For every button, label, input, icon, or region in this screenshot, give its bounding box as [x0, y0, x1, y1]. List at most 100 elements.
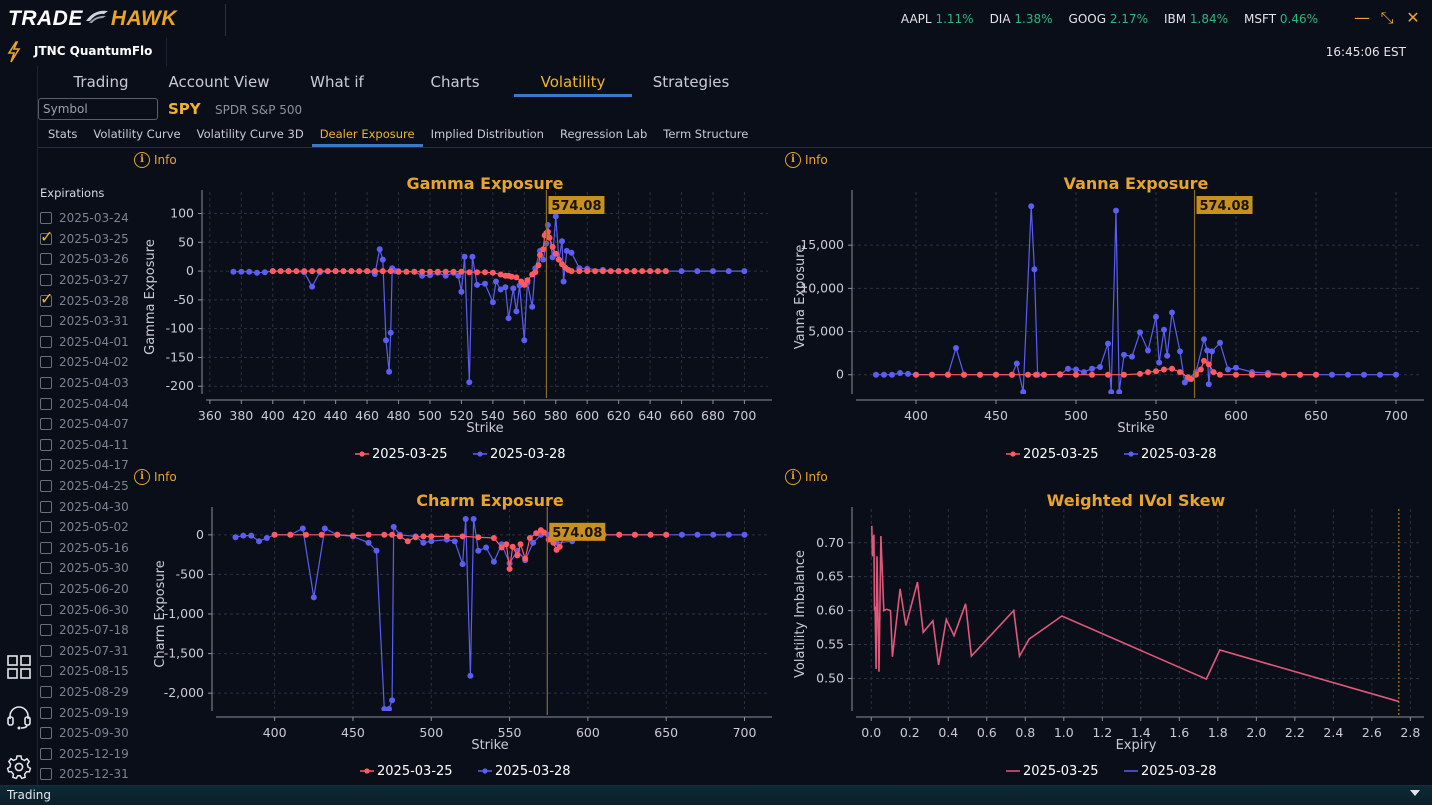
close-icon[interactable]: ✕ [1406, 8, 1420, 27]
legend-item[interactable]: 2025-03-25 [1006, 447, 1099, 462]
charm-info-button[interactable]: i Info [134, 469, 177, 485]
expiration-checkbox[interactable] [40, 541, 52, 554]
tab-charts[interactable]: Charts [430, 73, 480, 91]
expiration-checkbox[interactable] [40, 747, 52, 760]
tab-trading[interactable]: Trading [73, 73, 129, 91]
expiration-checkbox[interactable] [40, 706, 52, 719]
expiration-item[interactable]: 2025-03-25 [40, 227, 129, 250]
subtab-regression-lab[interactable]: Regression Lab [559, 127, 648, 141]
subtab-volatility-curve-3d[interactable]: Volatility Curve 3D [196, 127, 304, 141]
expiration-item[interactable]: 2025-04-01 [40, 332, 129, 353]
gear-icon[interactable] [6, 754, 32, 780]
expiration-checkbox[interactable] [40, 274, 52, 287]
expiration-item[interactable]: 2025-07-18 [40, 620, 129, 641]
legend-item[interactable]: 2025-03-28 [1124, 764, 1217, 779]
expiration-item[interactable]: 2025-04-25 [40, 476, 129, 497]
legend-marker [359, 451, 365, 457]
expiration-checkbox[interactable] [40, 500, 52, 513]
legend-item[interactable]: 2025-03-28 [1124, 447, 1217, 462]
expiration-checkbox[interactable] [40, 377, 52, 390]
expiration-checkbox[interactable] [40, 315, 52, 328]
expiration-item[interactable]: 2025-04-11 [40, 435, 129, 456]
data-point [1225, 366, 1231, 373]
expiration-checkbox[interactable] [40, 562, 52, 575]
legend-item[interactable]: 2025-03-25 [1006, 764, 1099, 779]
subtab-volatility-curve[interactable]: Volatility Curve [93, 127, 181, 141]
tab-what-if[interactable]: What if [310, 73, 364, 91]
minimize-icon[interactable]: — [1354, 8, 1370, 27]
y-tick-label: -500 [176, 566, 204, 581]
subtab-term-structure[interactable]: Term Structure [663, 127, 749, 141]
symbol-input[interactable] [38, 98, 158, 120]
expiration-item[interactable]: 2025-03-28 [40, 289, 129, 311]
expiration-item[interactable]: 2025-05-30 [40, 558, 129, 579]
expiration-item[interactable]: 2025-03-31 [40, 311, 129, 332]
expiration-item[interactable]: 2025-12-19 [40, 743, 129, 764]
expiration-checkbox[interactable] [40, 335, 52, 348]
expiration-item[interactable]: 2025-03-26 [40, 249, 129, 270]
expiration-item[interactable]: 2025-03-24 [40, 208, 129, 229]
expiration-item[interactable]: 2025-07-31 [40, 640, 129, 661]
expiration-item[interactable]: 2025-08-29 [40, 682, 129, 703]
ticker-item[interactable]: IBM 1.84% [1164, 12, 1228, 26]
tab-volatility[interactable]: Volatility [514, 70, 632, 97]
skew-info-button[interactable]: i Info [785, 469, 828, 485]
expiration-item[interactable]: 2025-03-27 [40, 270, 129, 291]
restore-icon[interactable]: ⤡ [1380, 8, 1394, 27]
ticker-item[interactable]: DIA 1.38% [990, 12, 1053, 26]
y-tick-label: 50 [178, 234, 194, 249]
vanna-info-button[interactable]: i Info [785, 152, 828, 168]
subtab-dealer-exposure[interactable]: Dealer Exposure [311, 124, 423, 147]
data-point [428, 533, 435, 540]
legend-item[interactable]: 2025-03-28 [473, 447, 566, 462]
expiration-item[interactable]: 2025-08-15 [40, 661, 129, 682]
expiration-checkbox[interactable] [40, 253, 52, 266]
expiration-checkbox[interactable] [40, 397, 52, 410]
expiration-item[interactable]: 2025-05-16 [40, 538, 129, 559]
status-dropdown-arrow-icon[interactable] [1410, 790, 1420, 796]
gamma-info-button[interactable]: i Info [134, 152, 177, 168]
legend-item[interactable]: 2025-03-28 [478, 764, 571, 779]
data-point [506, 565, 513, 572]
expiration-checkbox[interactable] [40, 289, 53, 308]
expiration-item[interactable]: 2025-12-31 [40, 764, 129, 785]
expiration-checkbox[interactable] [40, 356, 52, 369]
expiration-item[interactable]: 2025-05-02 [40, 517, 129, 538]
expiration-checkbox[interactable] [40, 227, 53, 246]
expiration-item[interactable]: 2025-04-03 [40, 373, 129, 394]
expiration-item[interactable]: 2025-04-07 [40, 414, 129, 435]
expiration-checkbox[interactable] [40, 665, 52, 678]
expiration-item[interactable]: 2025-06-30 [40, 599, 129, 620]
ticker-item[interactable]: AAPL 1.11% [901, 12, 974, 26]
expiration-item[interactable]: 2025-04-30 [40, 496, 129, 517]
legend-item[interactable]: 2025-03-25 [355, 447, 448, 462]
expiration-checkbox[interactable] [40, 727, 52, 740]
tab-strategies[interactable]: Strategies [652, 73, 730, 91]
headset-icon[interactable] [6, 704, 32, 730]
tab-account-view[interactable]: Account View [168, 73, 270, 91]
expiration-item[interactable]: 2025-04-17 [40, 455, 129, 476]
expiration-checkbox[interactable] [40, 438, 52, 451]
subtab-stats[interactable]: Stats [48, 127, 78, 141]
legend-item[interactable]: 2025-03-25 [360, 764, 453, 779]
expiration-checkbox[interactable] [40, 582, 52, 595]
grid-icon[interactable] [6, 654, 32, 680]
ticker-item[interactable]: GOOG 2.17% [1069, 12, 1148, 26]
expiration-item[interactable]: 2025-09-30 [40, 723, 129, 744]
expiration-item[interactable]: 2025-04-02 [40, 352, 129, 373]
ticker-item[interactable]: MSFT 0.46% [1244, 12, 1318, 26]
expiration-checkbox[interactable] [40, 418, 52, 431]
expiration-checkbox[interactable] [40, 480, 52, 493]
expiration-checkbox[interactable] [40, 603, 52, 616]
expiration-checkbox[interactable] [40, 624, 52, 637]
expiration-checkbox[interactable] [40, 459, 52, 472]
expiration-checkbox[interactable] [40, 521, 52, 534]
expiration-checkbox[interactable] [40, 685, 52, 698]
expiration-checkbox[interactable] [40, 212, 52, 225]
expiration-item[interactable]: 2025-06-20 [40, 579, 129, 600]
subtab-implied-distribution[interactable]: Implied Distribution [430, 127, 544, 141]
expiration-item[interactable]: 2025-09-19 [40, 702, 129, 723]
expiration-checkbox[interactable] [40, 644, 52, 657]
expiration-checkbox[interactable] [40, 768, 52, 781]
expiration-item[interactable]: 2025-04-04 [40, 393, 129, 414]
